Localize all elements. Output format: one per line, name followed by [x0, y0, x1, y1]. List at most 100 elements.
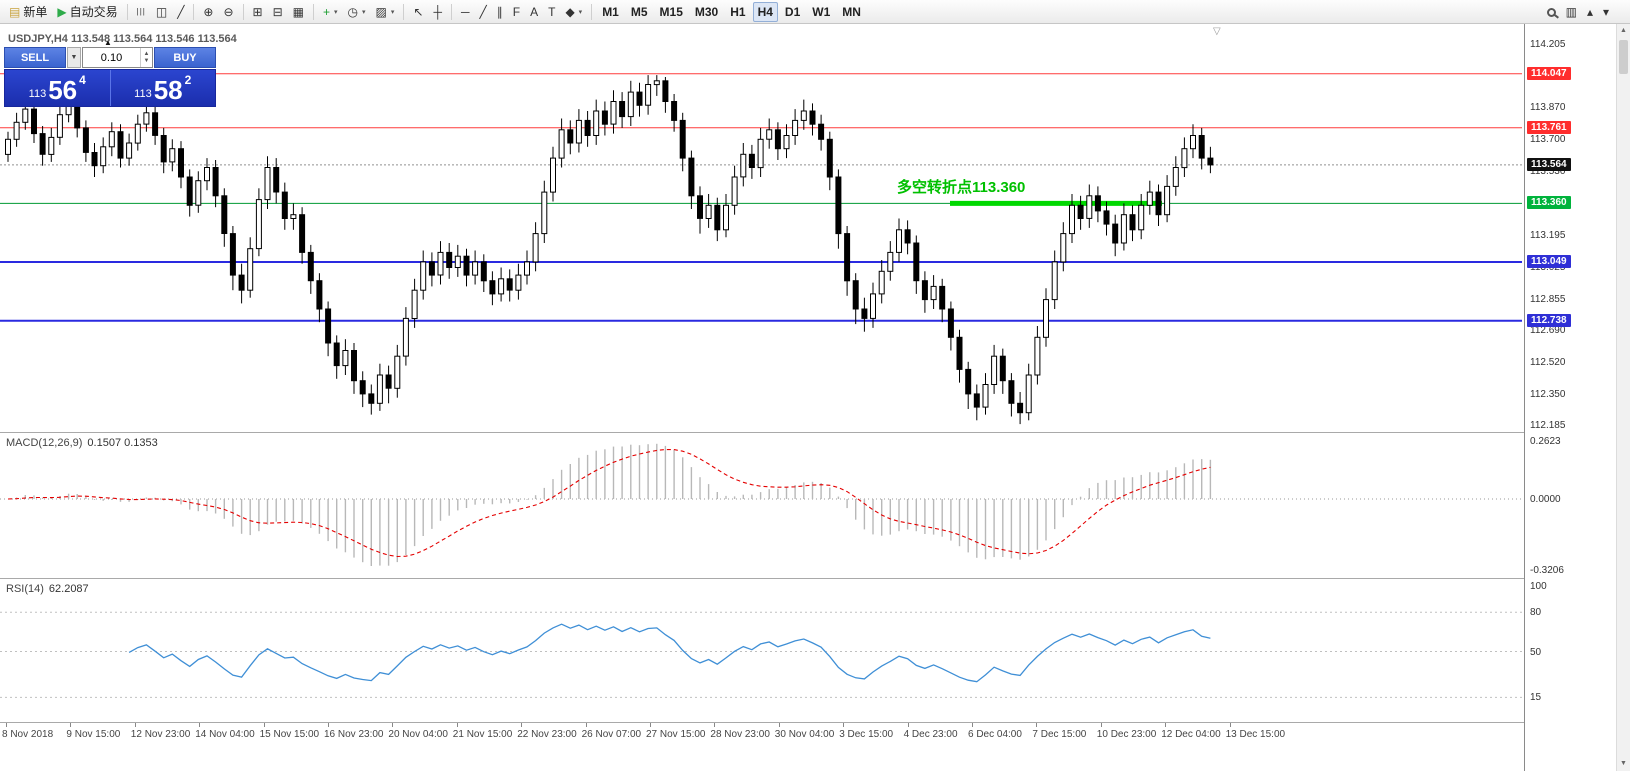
timeframe-mn-button[interactable]: MN — [837, 2, 866, 22]
time-label: 22 Nov 23:00 — [517, 729, 577, 740]
price-chart-pane[interactable] — [0, 24, 1522, 432]
arrows-button-caret-icon: ▾ — [578, 8, 583, 16]
timeframe-w1-button[interactable]: W1 — [807, 2, 835, 22]
horizontal-line-button[interactable]: ─ — [457, 2, 474, 22]
scrollbar-down-icon[interactable]: ▼ — [1620, 760, 1627, 767]
fibonacci-button[interactable]: F — [509, 2, 524, 22]
symbol-search-button[interactable] — [1543, 2, 1560, 22]
time-tick — [6, 723, 7, 727]
templates-icon: ▨ — [375, 4, 387, 19]
cascade-windows-button[interactable]: ⊟ — [269, 2, 287, 22]
periods-button[interactable]: ◷ ▾ — [344, 2, 370, 22]
toolbar-separator — [242, 3, 244, 20]
trendline-button[interactable]: ╱ — [476, 2, 491, 22]
toolbar-scroll-down-icon: ▾ — [1602, 5, 1609, 19]
time-label: 28 Nov 23:00 — [710, 729, 770, 740]
time-tick — [714, 723, 716, 727]
time-label: 16 Nov 23:00 — [324, 729, 384, 740]
buy-button[interactable]: BUY — [154, 47, 216, 68]
macd-name: MACD(12,26,9) — [6, 437, 83, 449]
macd-tick: -0.3206 — [1530, 565, 1564, 576]
templates-button[interactable]: ▨ ▾ — [372, 2, 399, 22]
new-order-button[interactable]: ▤ 新单 — [5, 2, 51, 22]
buy-price-display[interactable]: 113 58 2 — [111, 70, 216, 106]
arrange-windows-button[interactable]: ▦ — [289, 2, 308, 22]
autotrading-button[interactable]: ▶ 自动交易 — [53, 2, 121, 22]
time-label: 4 Dec 23:00 — [903, 729, 958, 740]
tile-windows-button[interactable]: ⊞ — [249, 2, 267, 22]
bar-chart-button[interactable]: ||| — [133, 2, 150, 22]
templates-button-caret-icon: ▾ — [390, 8, 395, 16]
tile-windows-icon: ⊞ — [252, 4, 263, 19]
time-tick — [1036, 723, 1038, 727]
price-tag: 113.049 — [1527, 255, 1571, 269]
toolbar-scroll-up-button[interactable]: ▴ — [1583, 2, 1597, 22]
time-tick — [585, 723, 587, 727]
pane-separator[interactable] — [0, 722, 1616, 723]
text-button[interactable]: A — [526, 2, 542, 22]
line-chart-button[interactable]: ╱ — [173, 2, 188, 22]
sell-price-display[interactable]: 113 56 4 — [5, 70, 110, 106]
toolbar-separator — [450, 3, 452, 20]
toolbar-scroll-down-button[interactable]: ▾ — [1599, 2, 1613, 22]
rsi-name: RSI(14) — [6, 583, 44, 595]
timeframe-m15-button[interactable]: M15 — [655, 2, 688, 22]
time-tick — [843, 723, 845, 727]
time-axis[interactable]: 8 Nov 2018 9 Nov 15:00 12 Nov 23:00 14 Nov … — [0, 723, 1616, 749]
time-tick — [328, 723, 329, 727]
cursor-button[interactable]: ↖ — [409, 2, 427, 22]
arrows-button[interactable]: ◆ ▾ — [561, 2, 586, 22]
pivot-annotation-text[interactable]: 多空转折点113.360 — [897, 179, 1026, 196]
periods-button-caret-icon: ▾ — [362, 8, 366, 16]
chart-shift-marker-icon[interactable]: ▽ — [1213, 26, 1221, 37]
macd-values: 0.1507 0.1353 — [87, 437, 158, 449]
equidistant-channel-button[interactable]: ∥ — [493, 2, 507, 22]
indicators-button[interactable]: + ▾ — [319, 2, 342, 22]
pane-separator[interactable] — [0, 432, 1616, 433]
macd-plot — [0, 443, 1522, 566]
timeframe-m30-button[interactable]: M30 — [690, 2, 723, 22]
rsi-pane[interactable]: RSI(14) 62.2087 — [0, 579, 1522, 722]
candlestick-chart-button[interactable]: ◫ — [152, 2, 171, 22]
symbol-search-icon — [1546, 7, 1556, 17]
time-label: 30 Nov 04:00 — [774, 729, 835, 740]
timeframe-h1-button[interactable]: H1 — [725, 2, 750, 22]
timeframe-d1-button-label: D1 — [784, 4, 801, 19]
sell-button[interactable]: SELL — [4, 47, 66, 68]
crosshair-button[interactable]: ┼ — [429, 2, 446, 22]
lot-size-input[interactable]: 0.10 ▲ ▼ — [82, 47, 153, 68]
time-tick — [70, 723, 72, 727]
horizontal-line-icon: ─ — [460, 4, 470, 19]
new-chart-button[interactable]: ▥ — [1562, 2, 1581, 22]
price-axis[interactable]: 114.205114.035113.870113.700113.530113.3… — [1524, 24, 1616, 771]
lot-spinner[interactable]: ▲ ▼ — [140, 48, 152, 67]
vertical-scrollbar[interactable]: ▲ ▼ — [1616, 24, 1630, 771]
lot-size-value: 0.10 — [100, 51, 123, 64]
timeframe-w1-button-label: W1 — [812, 4, 831, 19]
timeframe-m5-button[interactable]: M5 — [626, 2, 653, 22]
zoom-in-button[interactable]: ⊕ — [199, 2, 217, 22]
symbol-ohlc-label: USDJPY,H4 113.548 113.564 113.546 113.56… — [8, 33, 237, 45]
macd-pane[interactable]: MACD(12,26,9) 0.1507 0.1353 — [0, 433, 1522, 578]
price-tick: 113.530 — [1530, 166, 1566, 178]
sell-price-sup: 4 — [79, 73, 86, 87]
rsi-plot — [0, 611, 1522, 698]
timeframe-m1-button[interactable]: M1 — [597, 2, 624, 22]
scrollbar-up-icon[interactable]: ▲ — [1620, 27, 1627, 34]
equidistant-channel-icon: ∥ — [496, 4, 503, 19]
timeframe-h4-button[interactable]: H4 — [752, 1, 778, 22]
lot-decrease-icon[interactable]: ▼ — [143, 57, 150, 64]
time-tick — [263, 723, 265, 727]
one-click-collapse-icon[interactable]: ▲ — [104, 38, 112, 47]
pane-separator[interactable] — [0, 578, 1616, 579]
text-label-button[interactable]: T — [544, 2, 559, 22]
zoom-out-button[interactable]: ⊖ — [219, 2, 237, 22]
price-tick: 113.700 — [1530, 134, 1566, 146]
time-tick — [134, 723, 136, 727]
time-tick — [199, 723, 201, 727]
timeframe-d1-button[interactable]: D1 — [780, 2, 805, 22]
lot-increase-icon[interactable]: ▲ — [143, 50, 150, 57]
time-tick — [521, 723, 523, 727]
lot-dropdown-button[interactable]: ▼ — [67, 47, 81, 68]
scrollbar-thumb[interactable] — [1619, 40, 1628, 74]
